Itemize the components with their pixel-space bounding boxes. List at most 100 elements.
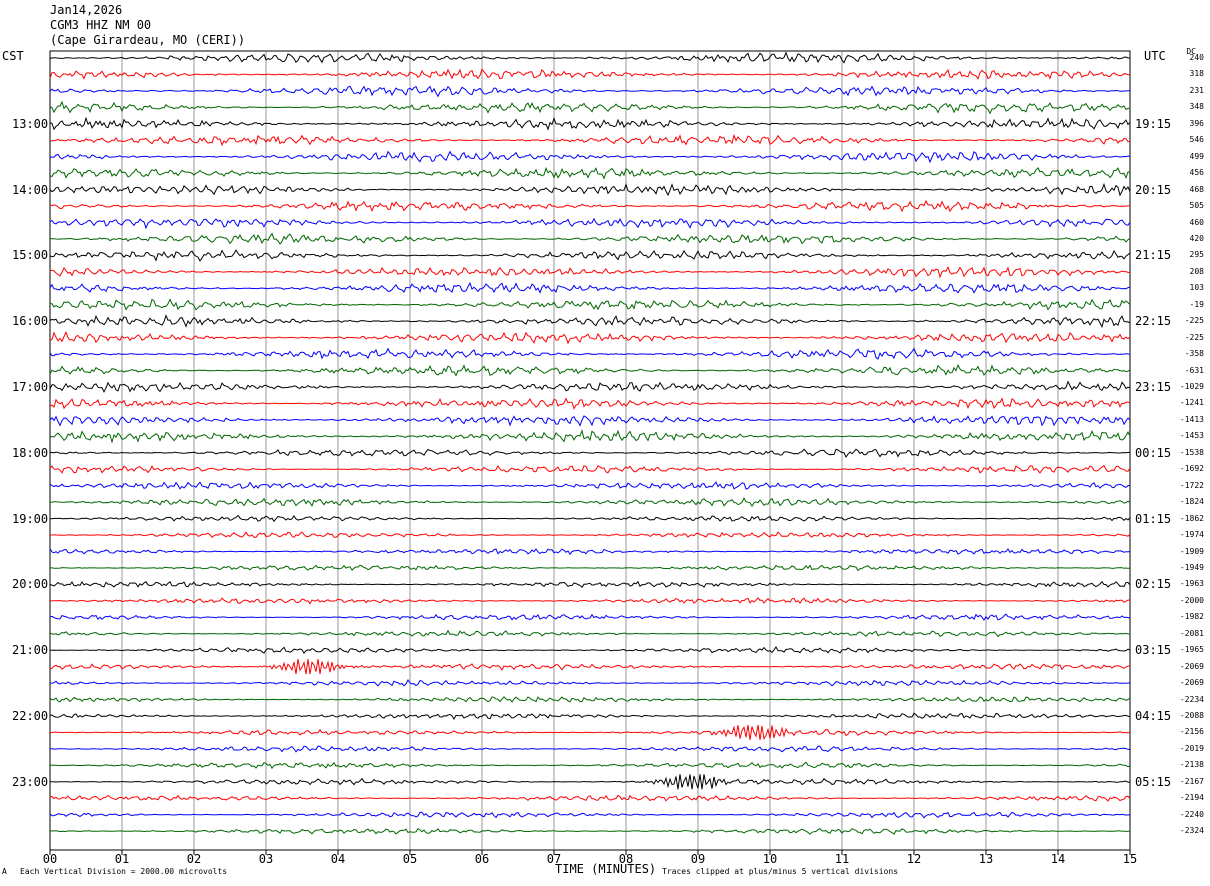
trace-line	[49, 232, 1131, 245]
x-tick-label: 06	[474, 852, 490, 866]
x-tick-label: 00	[42, 852, 58, 866]
trace-line	[49, 448, 1131, 458]
dc-offset-label: 420	[1189, 233, 1204, 243]
trace-line	[49, 712, 1131, 720]
dc-offset-label: -2156	[1179, 727, 1204, 737]
dc-offset-label: -1949	[1179, 562, 1204, 572]
x-tick-label: 14	[1050, 852, 1066, 866]
dc-offset-label: 103	[1189, 283, 1204, 293]
dc-label: DC	[1186, 47, 1196, 56]
x-axis-title: TIME (MINUTES)	[555, 862, 657, 876]
dc-offset-label: -2069	[1179, 678, 1204, 688]
trace-line	[49, 659, 1131, 675]
trace-line	[49, 415, 1131, 427]
x-tick-label: 09	[690, 852, 706, 866]
utc-hour-label: 21:15	[1135, 248, 1172, 263]
utc-hour-label: 03:15	[1135, 643, 1172, 658]
dc-offset-label: 505	[1189, 201, 1204, 211]
x-tick-label: 02	[186, 852, 202, 866]
dc-offset-label: 499	[1189, 151, 1204, 161]
cst-hour-label: 20:00	[12, 577, 49, 592]
dc-offset-label: -2194	[1179, 793, 1204, 803]
trace-line	[49, 347, 1131, 360]
x-tick-label: 15	[1122, 852, 1138, 866]
trace-line	[49, 629, 1131, 638]
x-tick-label: 11	[834, 852, 850, 866]
trace-line	[49, 497, 1131, 508]
trace-line	[49, 133, 1131, 147]
dc-offset-label: 456	[1189, 168, 1204, 178]
dc-offset-label: -2234	[1179, 694, 1204, 704]
dc-offset-label: -2019	[1179, 743, 1204, 753]
dc-offset-label: -2088	[1179, 711, 1204, 720]
dc-offset-label: -1029	[1179, 382, 1204, 391]
cst-hour-label: 13:00	[12, 116, 49, 131]
trace-line	[49, 199, 1131, 213]
trace-line	[49, 265, 1131, 279]
x-tick-label: 04	[330, 852, 346, 866]
trace-line	[49, 646, 1131, 654]
plot-frame	[49, 50, 1131, 851]
x-tick-label: 01	[114, 852, 130, 866]
dc-offset-label: 295	[1189, 250, 1204, 260]
utc-axis-label: UTC	[1144, 49, 1166, 63]
trace-line	[49, 429, 1131, 444]
dc-offset-label: -2324	[1179, 826, 1204, 836]
dc-offset-label: -631	[1184, 365, 1204, 375]
trace-line	[49, 811, 1131, 819]
dc-offset-label: -1241	[1179, 398, 1204, 408]
dc-offset-label: -358	[1184, 349, 1204, 359]
trace-line	[49, 68, 1131, 80]
trace-line	[49, 100, 1131, 115]
x-tick-label: 13	[978, 852, 994, 866]
x-tick-label: 12	[906, 852, 922, 866]
dc-offset-label: -225	[1184, 332, 1204, 342]
x-tick-label: 03	[258, 852, 274, 866]
dc-offset-label: -1963	[1179, 579, 1204, 589]
trace-line	[49, 116, 1131, 131]
utc-hour-label: 05:15	[1135, 774, 1172, 789]
trace-line	[49, 314, 1131, 329]
cst-axis-label: CST	[2, 49, 24, 63]
dc-offset-label: -1982	[1179, 612, 1204, 622]
cst-hour-label: 21:00	[12, 643, 49, 658]
trace-line	[49, 281, 1131, 294]
dc-offset-label: -1538	[1179, 447, 1204, 457]
trace-line	[49, 827, 1131, 835]
dc-offset-label: 240	[1189, 53, 1204, 62]
trace-line	[49, 548, 1131, 556]
clip-note: Traces clipped at plus/minus 5 vertical …	[662, 867, 899, 876]
trace-line	[49, 564, 1131, 572]
dc-offset-label: -1692	[1179, 464, 1204, 474]
trace-line	[50, 745, 1131, 753]
cst-hour-label: 15:00	[12, 248, 49, 263]
trace-line	[49, 150, 1131, 164]
dc-offset-label: 546	[1189, 135, 1204, 145]
x-tick-label: 07	[546, 852, 562, 866]
dc-offset-label: -1909	[1179, 546, 1204, 556]
trace-line	[49, 531, 1131, 539]
trace-line	[50, 724, 1131, 741]
utc-hour-label: 19:15	[1135, 116, 1172, 131]
record-date: Jan14,2026	[50, 3, 123, 17]
trace-line	[49, 481, 1131, 490]
trace-line	[49, 597, 1131, 605]
dc-offset-label: 318	[1189, 69, 1204, 79]
utc-hour-label: 02:15	[1135, 577, 1172, 592]
trace-line	[49, 331, 1131, 345]
trace-line	[49, 380, 1131, 393]
dc-offset-label: 468	[1189, 184, 1204, 194]
utc-hour-label: 22:15	[1135, 314, 1172, 329]
trace-line	[49, 679, 1131, 687]
cst-hour-label: 17:00	[12, 380, 49, 394]
cst-hour-label: 16:00	[12, 314, 49, 329]
footer-mark: A	[2, 867, 7, 876]
dc-offset-label: -2138	[1179, 760, 1204, 770]
dc-offset-label: -2069	[1179, 661, 1204, 671]
cst-hour-label: 18:00	[12, 445, 49, 460]
cst-hour-label: 19:00	[12, 511, 49, 526]
station-code: CGM3 HHZ NM 00	[50, 18, 152, 32]
x-tick-label: 08	[618, 852, 634, 866]
trace-line	[49, 613, 1131, 621]
